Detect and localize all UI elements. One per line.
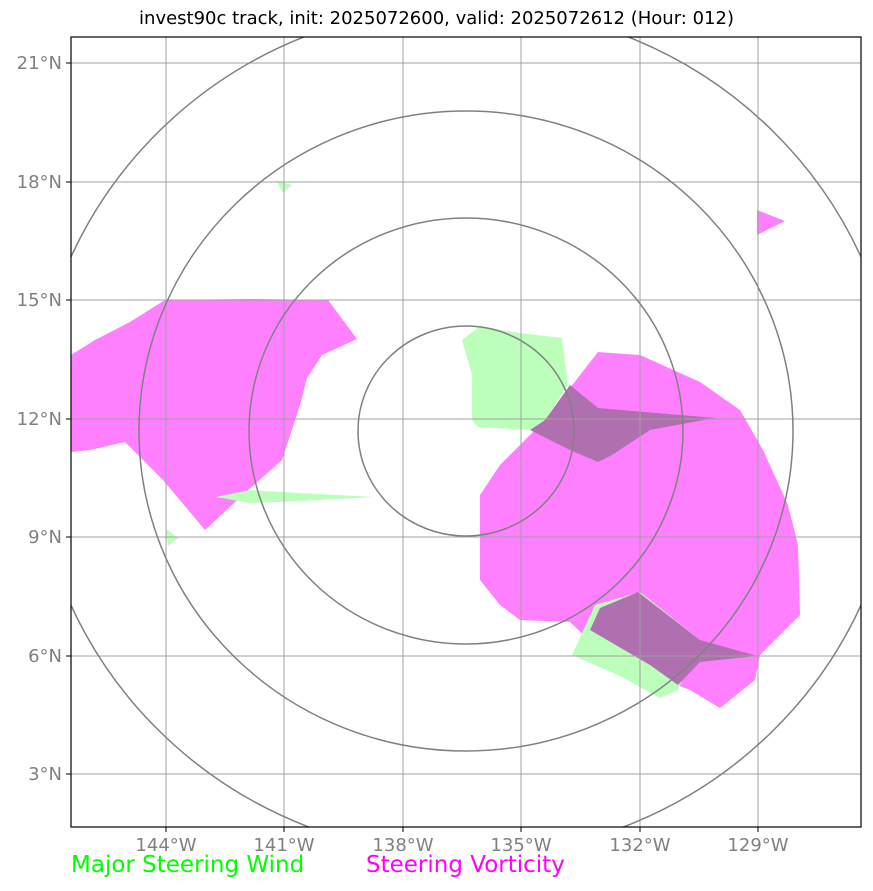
wind-region-streak <box>216 490 375 503</box>
overlap-region-central <box>530 385 715 462</box>
graticule <box>71 37 861 827</box>
lon-label-132w: 132°W <box>609 835 670 856</box>
lon-label-141w: 141°W <box>253 835 314 856</box>
range-ring-1 <box>357 325 575 537</box>
range-ring-2 <box>248 217 684 645</box>
vorticity-region-west <box>71 299 357 530</box>
legend-steering-vorticity: Steering Vorticity <box>366 852 565 878</box>
range-rings <box>71 37 861 827</box>
vorticity-region-north <box>757 210 785 235</box>
lon-label-135w: 135°W <box>490 835 551 856</box>
lat-label-9n: 9°N <box>28 527 62 548</box>
lat-label-15n: 15°N <box>17 290 62 311</box>
lat-label-6n: 6°N <box>28 646 62 667</box>
range-ring-3 <box>138 110 794 752</box>
lat-label-3n: 3°N <box>28 764 62 785</box>
lon-label-129w: 129°W <box>727 835 788 856</box>
lon-label-144w: 144°W <box>135 835 196 856</box>
lat-label-12n: 12°N <box>17 409 62 430</box>
lat-label-21n: 21°N <box>17 53 62 74</box>
overlap-region-south <box>590 592 757 685</box>
legend-major-steering-wind: Major Steering Wind <box>71 852 305 878</box>
map-title: invest90c track, init: 2025072600, valid… <box>139 8 734 29</box>
plot-frame <box>70 36 862 828</box>
lat-label-18n: 18°N <box>17 172 62 193</box>
lon-label-138w: 138°W <box>372 835 433 856</box>
wind-region-central <box>462 326 568 430</box>
